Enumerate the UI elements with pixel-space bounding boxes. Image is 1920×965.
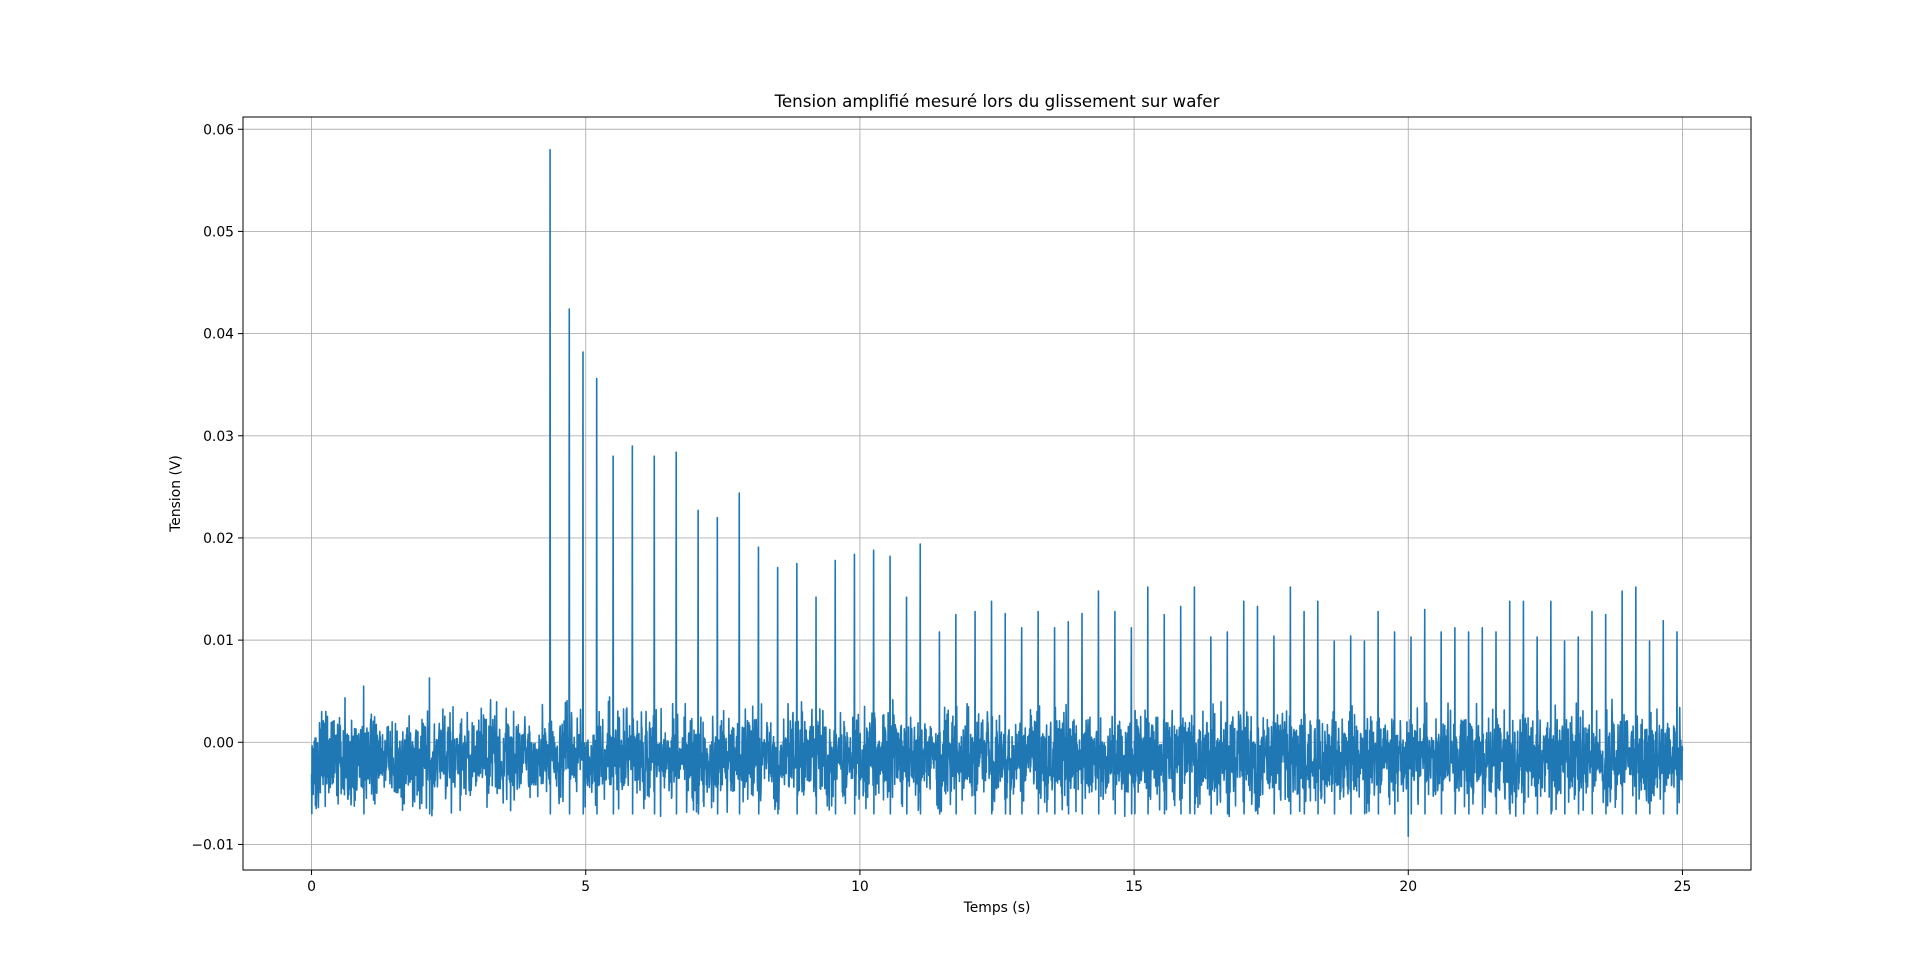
- y-tick-label: 0.01: [203, 633, 234, 649]
- y-tick-label: 0.02: [203, 531, 234, 547]
- x-tick-label: 5: [581, 879, 590, 895]
- y-tick-label: −0.01: [191, 837, 234, 853]
- x-axis-ticks: 0 5 10 15 20 25: [307, 870, 1691, 895]
- x-axis-label: Temps (s): [963, 900, 1031, 916]
- plot-frame: [242, 116, 1752, 871]
- y-axis-label: Tension (V): [168, 455, 184, 533]
- series-layer: [310, 148, 1684, 838]
- x-tick-label: 25: [1674, 879, 1692, 895]
- x-tick-label: 15: [1125, 879, 1143, 895]
- series-line: [310, 148, 1684, 838]
- y-tick-label: 0.03: [203, 429, 234, 445]
- y-axis-ticks: −0.01 0.00 0.01 0.02 0.03 0.04 0.05 0.06: [191, 122, 243, 853]
- x-tick-label: 0: [307, 879, 316, 895]
- y-tick-label: 0.00: [203, 735, 234, 751]
- chart-title: Tension amplifié mesuré lors du glisseme…: [774, 91, 1220, 111]
- y-tick-label: 0.06: [203, 122, 234, 138]
- y-tick-label: 0.05: [203, 224, 234, 240]
- x-tick-label: 10: [851, 879, 869, 895]
- y-tick-label: 0.04: [203, 327, 234, 343]
- grid-lines: [243, 117, 1751, 870]
- x-tick-label: 20: [1399, 879, 1417, 895]
